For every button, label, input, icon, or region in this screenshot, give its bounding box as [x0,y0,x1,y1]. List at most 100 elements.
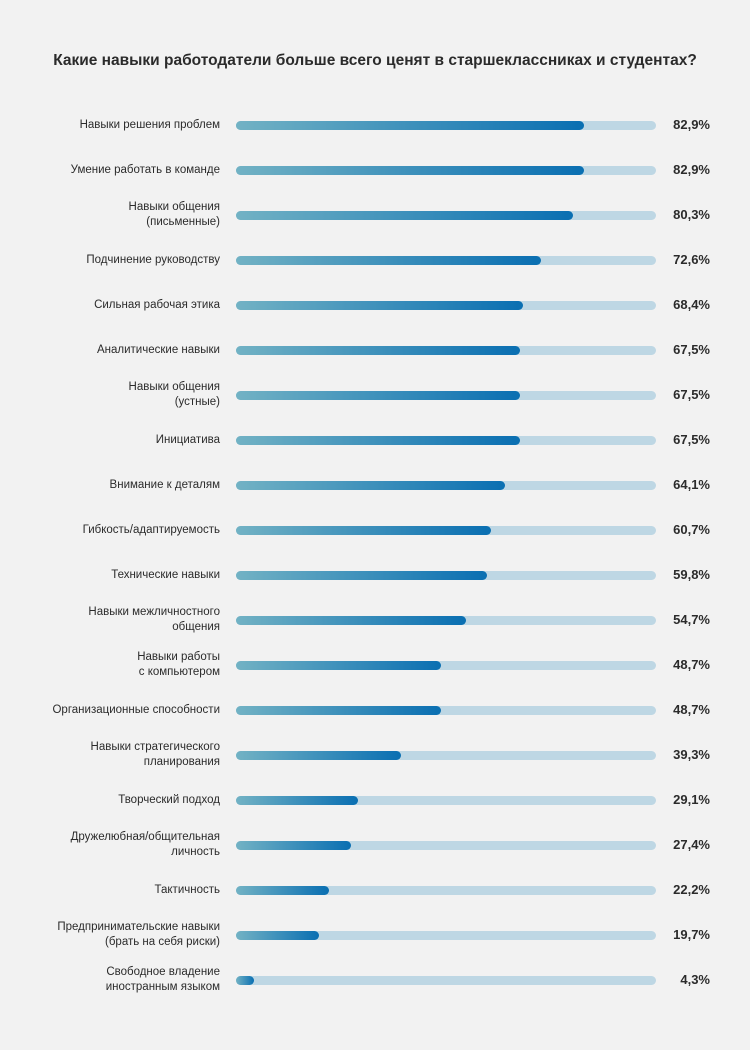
value-label: 29,1% [673,792,710,807]
category-label-line: Подчинение руководству [86,253,220,266]
category-label-line: Предпринимательские навыки [57,921,220,933]
bar [236,840,352,850]
category-label-line: Гибкость/адаптируемость [82,523,220,536]
bar-track [236,210,656,220]
bar [236,750,402,760]
bar [236,120,585,130]
value-label: 64,1% [673,477,710,492]
category-label-line: Сильная рабочая этика [94,298,220,311]
category-label: Организационные способности [20,703,220,718]
chart-title: Какие навыки работодатели больше всего ц… [53,52,697,69]
value-label: 59,8% [673,567,710,582]
bar [236,210,574,220]
category-label: Инициатива [20,433,220,448]
value-label: 67,5% [673,387,710,402]
value-label: 19,7% [673,927,710,942]
bar-track [236,885,656,895]
bar [236,165,585,175]
category-label: Навыки общения (письменные) [20,200,220,230]
bar-track [236,570,656,580]
category-label-line: Инициатива [155,433,220,446]
value-label: 67,5% [673,432,710,447]
value-label: 80,3% [673,207,710,222]
value-label: 54,7% [673,612,710,627]
bar-track [236,975,656,985]
bar-track [236,750,656,760]
category-label-line: Технические навыки [111,568,220,581]
bar-track [236,390,656,400]
category-label-line: Внимание к деталям [109,478,220,491]
bar [236,795,359,805]
category-label-line: Навыки межличностного [88,606,220,618]
category-label-line: Организационные способности [52,703,220,716]
bar-track [236,930,656,940]
category-label-line: с компьютером [138,666,220,678]
category-label-line: Аналитические навыки [96,343,220,356]
bar-track [236,480,656,490]
bar-track [236,525,656,535]
bar [236,975,255,985]
bar-track [236,435,656,445]
category-label: Предпринимательские навыки (брать на себя… [20,920,220,950]
bar [236,615,466,625]
value-label: 60,7% [673,522,710,537]
category-label-line: иностранным языком [105,981,220,993]
category-label-line: (брать на себя риски) [105,936,220,948]
bar-track [236,840,656,850]
category-label: Навыки стратегического планирования [20,740,220,770]
category-label: Навыки работы с компьютером [20,650,220,680]
category-label: Умение работать в команде [20,163,220,178]
category-label-line: Творческий подход [118,793,220,806]
category-label: Тактичность [20,883,220,898]
value-label: 4,3% [680,972,710,987]
category-label: Технические навыки [20,568,220,583]
bar-track [236,255,656,265]
bar-track [236,615,656,625]
bar [236,435,520,445]
bar [236,885,330,895]
value-label: 22,2% [673,882,710,897]
category-label: Гибкость/адаптируемость [20,523,220,538]
category-label: Творческий подход [20,793,220,808]
value-label: 72,6% [673,252,710,267]
bar [236,570,488,580]
category-label-line: Дружелюбная/общительная [70,831,220,843]
category-label-line: Тактичность [154,883,220,896]
value-label: 48,7% [673,702,710,717]
value-label: 48,7% [673,657,710,672]
category-label: Навыки общения (устные) [20,380,220,410]
bar [236,480,506,490]
category-label-line: Навыки решения проблем [79,118,220,131]
category-label-line: планирования [143,756,220,768]
value-label: 39,3% [673,747,710,762]
value-label: 82,9% [673,117,710,132]
bar [236,660,441,670]
bar [236,705,441,715]
bar-track [236,300,656,310]
category-label-line: Навыки общения [128,201,220,213]
category-label: Подчинение руководству [20,253,220,268]
category-label: Сильная рабочая этика [20,298,220,313]
category-label: Аналитические навыки [20,343,220,358]
category-label-line: (письменные) [146,216,220,228]
bar [236,525,491,535]
category-label-line: (устные) [174,396,220,408]
category-label-line: Умение работать в команде [70,163,220,176]
bar-track [236,345,656,355]
category-label-line: Навыки работы [137,651,220,663]
category-label: Навыки межличностного общения [20,605,220,635]
bar-track [236,120,656,130]
category-label-line: личность [171,846,220,858]
category-label-line: Навыки стратегического [90,741,220,753]
value-label: 82,9% [673,162,710,177]
bar [236,300,524,310]
bar-track [236,795,656,805]
category-label: Внимание к деталям [20,478,220,493]
value-label: 27,4% [673,837,710,852]
bar [236,345,520,355]
bar-track [236,660,656,670]
bar [236,390,520,400]
category-label: Свободное владение иностранным языком [20,965,220,995]
category-label-line: Свободное владение [106,966,220,978]
